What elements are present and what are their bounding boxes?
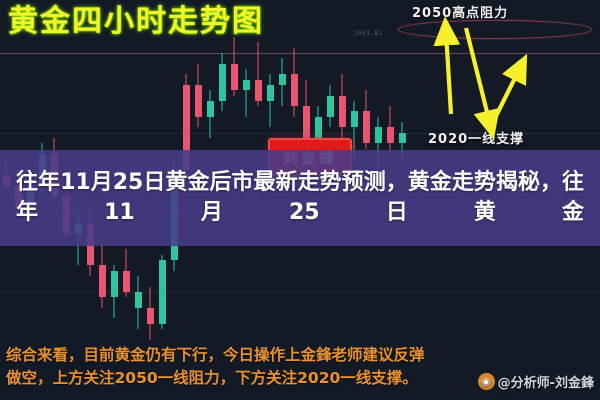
candle-body	[194, 84, 202, 117]
chart-gridline	[0, 291, 600, 293]
candle-body	[350, 111, 358, 128]
candlestick	[362, 90, 370, 149]
price-label: 2051.81	[354, 30, 383, 37]
candlestick	[122, 249, 130, 298]
candlestick	[182, 74, 190, 176]
candlestick	[290, 47, 298, 117]
arrow-up-left-icon	[433, 16, 461, 115]
price-level-line	[0, 53, 600, 55]
candle-wick	[353, 100, 355, 160]
candle-body	[338, 95, 346, 128]
candle-body	[398, 132, 406, 144]
candle-body	[122, 270, 130, 292]
candlestick	[230, 37, 238, 96]
candle-body	[374, 127, 382, 144]
candle-body	[326, 95, 334, 117]
headline-text: 往年11月25日黄金后市最新走势预测，黄金走势揭秘，往年11月25日黄金	[16, 169, 584, 225]
chart-title: 黄金四小时走势图	[8, 4, 264, 39]
candle-body	[254, 79, 262, 101]
chart-gridline	[0, 132, 600, 134]
candlestick	[314, 106, 322, 160]
candlestick	[158, 254, 166, 330]
candlestick	[278, 58, 286, 107]
candlestick	[194, 63, 202, 128]
candlestick	[254, 42, 262, 107]
candle-wick	[401, 122, 403, 165]
candlestick	[110, 265, 118, 319]
arrow-up-right-icon	[490, 53, 528, 125]
candlestick	[206, 90, 214, 138]
commentary-line-2: 做空，上方关注2050一线阻力，下方关注2020一线支撑。	[6, 368, 418, 387]
candle-body	[98, 265, 106, 298]
candlestick	[302, 79, 310, 149]
candle-wick	[269, 74, 271, 128]
candlestick	[338, 74, 346, 138]
candle-body	[362, 111, 370, 144]
candle-body	[146, 307, 154, 324]
candle-wick	[257, 42, 259, 107]
candle-body	[218, 63, 226, 101]
candle-body	[110, 270, 118, 298]
candlestick	[326, 84, 334, 128]
weibo-icon: ◉	[477, 373, 495, 390]
candle-body	[206, 100, 214, 117]
arrow-down-icon	[463, 27, 500, 140]
candle-body	[386, 127, 394, 144]
candlestick	[242, 69, 250, 117]
candle-body	[278, 74, 286, 85]
resistance-zone-ellipse	[398, 20, 592, 39]
candlestick	[374, 116, 382, 170]
weibo-watermark: ◉ @分析师-刘金鋒	[477, 372, 594, 391]
candlestick	[98, 244, 106, 308]
candle-body	[182, 84, 190, 170]
candle-body	[158, 260, 166, 324]
candlestick	[350, 100, 358, 160]
candle-body	[314, 116, 322, 138]
candlestick	[266, 74, 274, 128]
candle-body	[230, 63, 238, 91]
candle-body	[242, 79, 250, 91]
candle-body	[290, 74, 298, 107]
headline-overlay-band: 往年11月25日黄金后市最新走势预测，黄金走势揭秘，往年11月25日黄金	[0, 150, 600, 246]
candle-wick	[377, 116, 379, 170]
candle-wick	[245, 69, 247, 117]
weibo-handle: @分析师-刘金鋒	[497, 376, 594, 391]
commentary-line-1: 综合来看，目前黄金仍有下行，今日操作上金鋒老师建议反弹	[6, 346, 425, 364]
candlestick	[398, 122, 406, 165]
candle-body	[134, 291, 142, 308]
candle-body	[266, 84, 274, 101]
commentary-block: 综合来看，目前黄金仍有下行，今日操作上金鋒老师建议反弹 做空，上方关注2050一…	[0, 340, 600, 400]
candlestick	[146, 286, 154, 340]
candle-body	[302, 106, 310, 138]
candlestick	[218, 53, 226, 112]
candlestick	[134, 276, 142, 330]
candlestick	[386, 106, 394, 154]
